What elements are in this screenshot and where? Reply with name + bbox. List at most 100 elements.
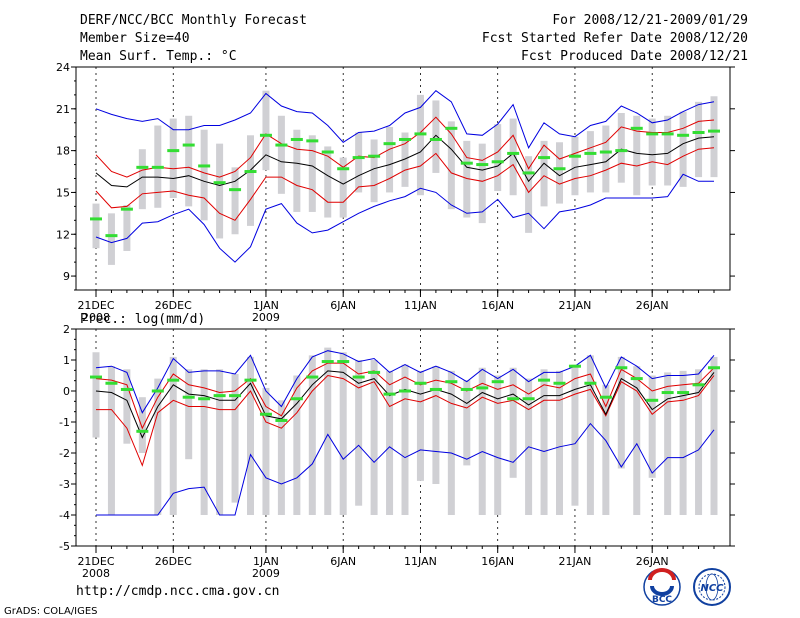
prec-p75-line — [95, 362, 715, 430]
temp-x-tick-label: 21JAN — [559, 299, 592, 312]
prec-x-tick-sublabel: 2009 — [252, 567, 280, 580]
temp-spread-bar — [416, 94, 424, 196]
temp-spread-bar — [695, 101, 703, 178]
temp-spread-bar — [293, 129, 301, 212]
temp-y-tick-label: 15 — [56, 186, 70, 199]
temp-spread-bar — [525, 156, 533, 233]
temp-spread-bar — [216, 143, 224, 239]
temp-x-tick-label: 21DEC — [77, 299, 114, 312]
prec-spread-bar — [370, 360, 378, 515]
temp-x-tick-sublabel: 2009 — [252, 311, 280, 324]
temp-spread-bar — [679, 111, 687, 187]
temp-spread-bar — [247, 135, 254, 226]
prec-x-tick-sublabel: 2008 — [82, 567, 110, 580]
temp-spread-bar — [123, 204, 131, 251]
prec-x-tick-label: 21DEC — [77, 555, 114, 568]
temp-spread-bar — [262, 90, 270, 171]
prec-spread-bar — [324, 347, 332, 515]
prec-spread-bar — [169, 356, 177, 515]
prec-spread-bar — [463, 380, 471, 466]
prec-spread-bar — [355, 360, 363, 506]
temp-spread-bar — [494, 124, 502, 192]
prec-spread-bar — [509, 367, 517, 478]
temp-p25-line — [95, 147, 715, 221]
prec-spread-bar — [432, 366, 440, 484]
temp-min-line — [95, 173, 714, 263]
prec-spread-bar — [664, 372, 672, 515]
temp-x-tick-label: 1JAN — [253, 299, 279, 312]
prec-spread-bar — [494, 375, 502, 515]
temp-spread-bar — [107, 213, 115, 265]
temp-x-tick-sublabel: 2008 — [82, 311, 110, 324]
prec-max-line — [95, 350, 715, 414]
prec-spread-bar — [679, 370, 687, 515]
temp-spread-bar — [386, 126, 394, 193]
prec-spread-bar — [617, 356, 625, 469]
prec-spread-bar — [401, 364, 409, 515]
prec-x-tick-label: 26JAN — [636, 555, 669, 568]
prec-spread-bar — [386, 370, 394, 515]
prec-p25-line — [96, 374, 715, 467]
prec-spread-bar — [710, 356, 718, 515]
prec-spread-bar — [293, 375, 301, 515]
temp-spread-bar — [664, 115, 672, 186]
temp-spread-bar — [571, 136, 579, 196]
temp-p75-line — [95, 116, 715, 178]
bcc-logo: BCC — [643, 568, 681, 606]
temp-spread-bar — [602, 125, 610, 193]
temperature-variable-label: Mean Surf. Temp.: °C — [80, 49, 237, 64]
precipitation-variable-label: Prec.: log(mm/d) — [80, 312, 205, 327]
prec-spread-bar — [123, 369, 131, 444]
figure-title: DERF/NCC/BCC Monthly Forecast — [80, 13, 307, 28]
prec-y-tick-label: -5 — [59, 540, 70, 553]
temp-spread-bar — [231, 167, 239, 235]
prec-spread-bar — [231, 373, 239, 503]
prec-y-tick-label: -4 — [59, 509, 70, 522]
temp-spread-bar — [509, 118, 517, 196]
prec-spread-bar — [277, 400, 285, 515]
temp-x-tick-label: 26JAN — [636, 299, 669, 312]
prec-median-line — [95, 370, 715, 439]
temp-spread-bar — [586, 131, 594, 193]
prec-plot-frame — [75, 328, 731, 547]
prec-x-tick-label: 16JAN — [481, 555, 514, 568]
prec-y-tick-label: 1 — [63, 354, 70, 367]
prec-y-tick-label: 0 — [63, 385, 70, 398]
temp-y-tick-label: 21 — [56, 103, 70, 116]
ncc-logo-text: NCC — [700, 583, 724, 594]
temp-spread-bar — [169, 118, 177, 199]
prec-x-tick-label: 1JAN — [253, 555, 279, 568]
prec-x-tick-label: 26DEC — [155, 555, 192, 568]
prec-spread-bar — [695, 369, 703, 515]
temp-spread-bar — [92, 203, 100, 249]
temp-spread-bar — [432, 100, 440, 173]
temp-spread-bar — [185, 115, 193, 207]
temp-spread-bar — [200, 129, 208, 221]
temp-spread-bar — [308, 135, 316, 212]
temp-y-tick-label: 18 — [56, 145, 70, 158]
prec-spread-bar — [540, 369, 548, 515]
temp-spread-bar — [556, 142, 563, 204]
prec-spread-bar — [339, 352, 347, 515]
temp-spread-bar — [710, 96, 718, 178]
prec-x-tick-label: 11JAN — [404, 555, 437, 568]
temp-spread-bar — [324, 146, 332, 218]
temp-y-tick-label: 12 — [56, 228, 70, 241]
prec-spread-bar — [602, 384, 610, 515]
prec-x-tick-label: 6JAN — [330, 555, 356, 568]
prec-spread-bar — [154, 378, 162, 515]
source-url: http://cmdp.ncc.cma.gov.cn — [76, 584, 280, 599]
temp-spread-bar — [617, 112, 625, 183]
temp-spread-bar — [540, 140, 548, 207]
prec-spread-bar — [185, 369, 193, 460]
temp-spread-bar — [138, 149, 146, 210]
prec-y-tick-label: -2 — [59, 447, 70, 460]
temp-spread-bar — [401, 132, 409, 187]
temp-y-tick-label: 24 — [56, 61, 70, 74]
member-size: Member Size=40 — [80, 31, 190, 46]
prec-spread-bar — [262, 387, 270, 515]
prec-spread-bar — [416, 370, 424, 481]
grads-credit: GrADS: COLA/IGES — [4, 606, 98, 617]
